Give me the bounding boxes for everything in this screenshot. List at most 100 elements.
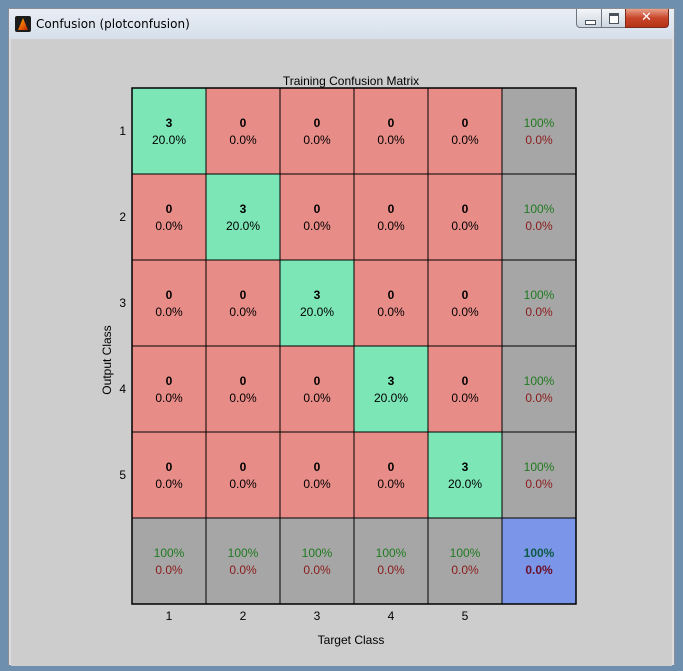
row-summary-cell-bottom-label: 0.0%	[525, 133, 553, 147]
row-summary-cell-box	[501, 87, 577, 175]
correct-cell-bottom-label: 20.0%	[152, 133, 186, 147]
x-tick-label: 3	[314, 609, 321, 623]
correct-cell-box	[279, 259, 355, 347]
incorrect-cell-box	[205, 345, 281, 433]
incorrect-cell-box	[427, 87, 503, 175]
incorrect-cell-box	[279, 431, 355, 519]
maximize-button[interactable]	[601, 9, 626, 28]
incorrect-cell: 0 0.0%	[205, 431, 281, 519]
row-summary-cell-top-label: 100%	[524, 374, 555, 388]
incorrect-cell-top-label: 0	[462, 202, 469, 216]
incorrect-cell-bottom-label: 0.0%	[155, 477, 183, 491]
close-button[interactable]	[625, 9, 669, 28]
incorrect-cell-box	[131, 259, 207, 347]
incorrect-cell-bottom-label: 0.0%	[303, 391, 331, 405]
incorrect-cell-bottom-label: 0.0%	[229, 477, 257, 491]
y-tick-label: 1	[119, 124, 126, 138]
incorrect-cell-box	[205, 431, 281, 519]
row-summary-cell-box	[501, 345, 577, 433]
column-summary-cell: 100% 0.0%	[353, 517, 429, 605]
incorrect-cell: 0 0.0%	[279, 87, 355, 175]
column-summary-cell-box	[279, 517, 355, 605]
incorrect-cell: 0 0.0%	[205, 87, 281, 175]
incorrect-cell: 0 0.0%	[131, 173, 207, 261]
correct-cell: 3 20.0%	[279, 259, 355, 347]
incorrect-cell: 0 0.0%	[427, 259, 503, 347]
incorrect-cell-bottom-label: 0.0%	[377, 305, 405, 319]
incorrect-cell-top-label: 0	[462, 374, 469, 388]
incorrect-cell: 0 0.0%	[205, 345, 281, 433]
incorrect-cell-bottom-label: 0.0%	[451, 305, 479, 319]
x-tick-label: 4	[388, 609, 395, 623]
incorrect-cell-bottom-label: 0.0%	[377, 477, 405, 491]
correct-cell-top-label: 3	[314, 288, 321, 302]
column-summary-cell-box	[353, 517, 429, 605]
column-summary-cell: 100% 0.0%	[205, 517, 281, 605]
column-summary-cell-top-label: 100%	[228, 546, 259, 560]
incorrect-cell-bottom-label: 0.0%	[377, 219, 405, 233]
correct-cell-box	[131, 87, 207, 175]
incorrect-cell-box	[353, 259, 429, 347]
y-tick-label: 5	[119, 468, 126, 482]
incorrect-cell-top-label: 0	[314, 202, 321, 216]
incorrect-cell-top-label: 0	[388, 288, 395, 302]
row-summary-cell-top-label: 100%	[524, 116, 555, 130]
minimize-button[interactable]	[576, 9, 602, 28]
row-summary-cell: 100% 0.0%	[501, 259, 577, 347]
row-summary-cell: 100% 0.0%	[501, 431, 577, 519]
incorrect-cell: 0 0.0%	[353, 431, 429, 519]
matlab-logo-icon	[15, 16, 31, 32]
overall-accuracy-cell-top-label: 100%	[524, 546, 555, 560]
column-summary-cell: 100% 0.0%	[279, 517, 355, 605]
incorrect-cell-top-label: 0	[240, 460, 247, 474]
incorrect-cell-bottom-label: 0.0%	[451, 133, 479, 147]
figure-window: Confusion (plotconfusion) Training Confu…	[8, 8, 675, 666]
incorrect-cell-top-label: 0	[462, 116, 469, 130]
incorrect-cell-top-label: 0	[314, 460, 321, 474]
column-summary-cell-top-label: 100%	[450, 546, 481, 560]
incorrect-cell-box	[205, 259, 281, 347]
correct-cell-box	[427, 431, 503, 519]
incorrect-cell-bottom-label: 0.0%	[303, 477, 331, 491]
incorrect-cell-top-label: 0	[166, 288, 173, 302]
correct-cell-bottom-label: 20.0%	[448, 477, 482, 491]
column-summary-cell: 100% 0.0%	[131, 517, 207, 605]
incorrect-cell-top-label: 0	[240, 374, 247, 388]
correct-cell: 3 20.0%	[205, 173, 281, 261]
correct-cell-top-label: 3	[462, 460, 469, 474]
row-summary-cell-top-label: 100%	[524, 202, 555, 216]
incorrect-cell: 0 0.0%	[131, 345, 207, 433]
correct-cell-box	[205, 173, 281, 261]
incorrect-cell-box	[353, 173, 429, 261]
row-summary-cell-box	[501, 259, 577, 347]
incorrect-cell-bottom-label: 0.0%	[303, 219, 331, 233]
y-tick-label: 2	[119, 210, 126, 224]
column-summary-cell-bottom-label: 0.0%	[303, 563, 331, 577]
incorrect-cell-box	[131, 173, 207, 261]
title-bar[interactable]: Confusion (plotconfusion)	[9, 9, 674, 39]
incorrect-cell-top-label: 0	[314, 116, 321, 130]
incorrect-cell: 0 0.0%	[427, 345, 503, 433]
row-summary-cell-top-label: 100%	[524, 460, 555, 474]
x-tick-label: 1	[166, 609, 173, 623]
row-summary-cell-bottom-label: 0.0%	[525, 219, 553, 233]
correct-cell: 3 20.0%	[131, 87, 207, 175]
incorrect-cell: 0 0.0%	[427, 87, 503, 175]
incorrect-cell-box	[279, 173, 355, 261]
incorrect-cell-bottom-label: 0.0%	[155, 305, 183, 319]
column-summary-cell: 100% 0.0%	[427, 517, 503, 605]
column-summary-cell-bottom-label: 0.0%	[229, 563, 257, 577]
incorrect-cell-bottom-label: 0.0%	[451, 391, 479, 405]
incorrect-cell-top-label: 0	[388, 460, 395, 474]
incorrect-cell: 0 0.0%	[353, 173, 429, 261]
incorrect-cell-bottom-label: 0.0%	[451, 219, 479, 233]
column-summary-cell-top-label: 100%	[302, 546, 333, 560]
incorrect-cell-top-label: 0	[166, 460, 173, 474]
incorrect-cell: 0 0.0%	[427, 173, 503, 261]
x-tick-label: 2	[240, 609, 247, 623]
incorrect-cell-top-label: 0	[166, 202, 173, 216]
incorrect-cell-box	[427, 259, 503, 347]
column-summary-cell-top-label: 100%	[376, 546, 407, 560]
incorrect-cell-top-label: 0	[166, 374, 173, 388]
incorrect-cell-top-label: 0	[388, 116, 395, 130]
